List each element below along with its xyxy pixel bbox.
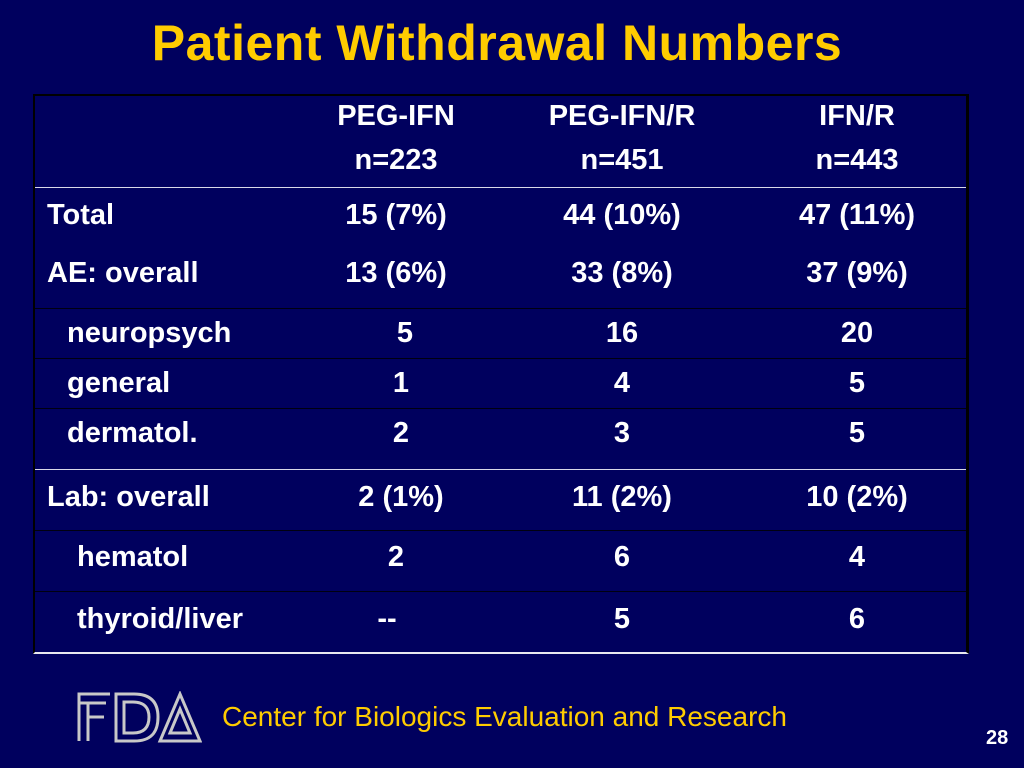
- page-number: 28: [986, 727, 1009, 749]
- divider-hematol: [35, 591, 966, 592]
- divider-ae: [35, 308, 966, 309]
- cell-neuropsych-peg-ifn-r: 16: [605, 317, 639, 349]
- withdrawal-table: PEG-IFN n=223 PEG-IFN/R n=451 IFN/R n=44…: [33, 94, 969, 654]
- cell-ae-overall-ifn-r: 37 (9%): [806, 257, 908, 289]
- row-label-ae-overall: AE: overall: [47, 257, 199, 289]
- divider-lab-overall: [35, 530, 966, 531]
- row-label-total: Total: [47, 199, 115, 231]
- cell-thyroid-liver-peg-ifn-r: 5: [613, 603, 631, 635]
- cell-lab-overall-peg-ifn-r: 11 (2%): [572, 481, 672, 513]
- cell-lab-overall-peg-ifn: 2 (1%): [358, 481, 444, 513]
- divider-lab: [35, 469, 966, 470]
- cell-general-peg-ifn-r: 4: [613, 367, 631, 399]
- cell-neuropsych-peg-ifn: 5: [396, 317, 414, 349]
- cell-dermatol-peg-ifn: 2: [392, 417, 410, 449]
- cell-thyroid-liver-peg-ifn: --: [377, 603, 397, 635]
- row-label-dermatol: dermatol.: [67, 417, 198, 449]
- fda-logo: [77, 691, 202, 743]
- row-label-lab-overall: Lab: overall: [47, 481, 210, 513]
- cell-ae-overall-peg-ifn-r: 33 (8%): [571, 257, 673, 289]
- cell-general-peg-ifn: 1: [392, 367, 410, 399]
- cell-lab-overall-ifn-r: 10 (2%): [806, 481, 908, 513]
- column-header-ifn-r: IFN/R: [819, 100, 895, 132]
- row-label-thyroid-liver: thyroid/liver: [77, 603, 243, 635]
- column-header-peg-ifn: PEG-IFN: [337, 100, 455, 132]
- cell-general-ifn-r: 5: [848, 367, 866, 399]
- cell-hematol-peg-ifn-r: 6: [613, 541, 631, 573]
- header-divider: [35, 187, 966, 188]
- row-label-general: general: [67, 367, 171, 399]
- slide-title: Patient Withdrawal Numbers: [151, 15, 843, 71]
- cell-hematol-peg-ifn: 2: [387, 541, 405, 573]
- footer-center-name: Center for Biologics Evaluation and Rese…: [222, 701, 787, 732]
- cell-neuropsych-ifn-r: 20: [840, 317, 874, 349]
- divider-general: [35, 408, 966, 409]
- column-header-peg-ifn-n: n=223: [354, 144, 438, 176]
- cell-ae-overall-peg-ifn: 13 (6%): [345, 257, 447, 289]
- cell-thyroid-liver-ifn-r: 6: [848, 603, 866, 635]
- row-label-neuropsych: neuropsych: [67, 317, 232, 349]
- column-header-peg-ifn-r-n: n=451: [580, 144, 664, 176]
- divider-neuropsych: [35, 358, 966, 359]
- column-header-peg-ifn-r: PEG-IFN/R: [548, 100, 696, 132]
- cell-dermatol-peg-ifn-r: 3: [613, 417, 631, 449]
- cell-total-peg-ifn-r: 44 (10%): [563, 199, 681, 231]
- cell-total-ifn-r: 47 (11%): [798, 199, 916, 231]
- row-label-hematol: hematol: [77, 541, 189, 573]
- cell-total-peg-ifn: 15 (7%): [345, 199, 447, 231]
- cell-dermatol-ifn-r: 5: [848, 417, 866, 449]
- cell-hematol-ifn-r: 4: [848, 541, 866, 573]
- column-header-ifn-r-n: n=443: [815, 144, 899, 176]
